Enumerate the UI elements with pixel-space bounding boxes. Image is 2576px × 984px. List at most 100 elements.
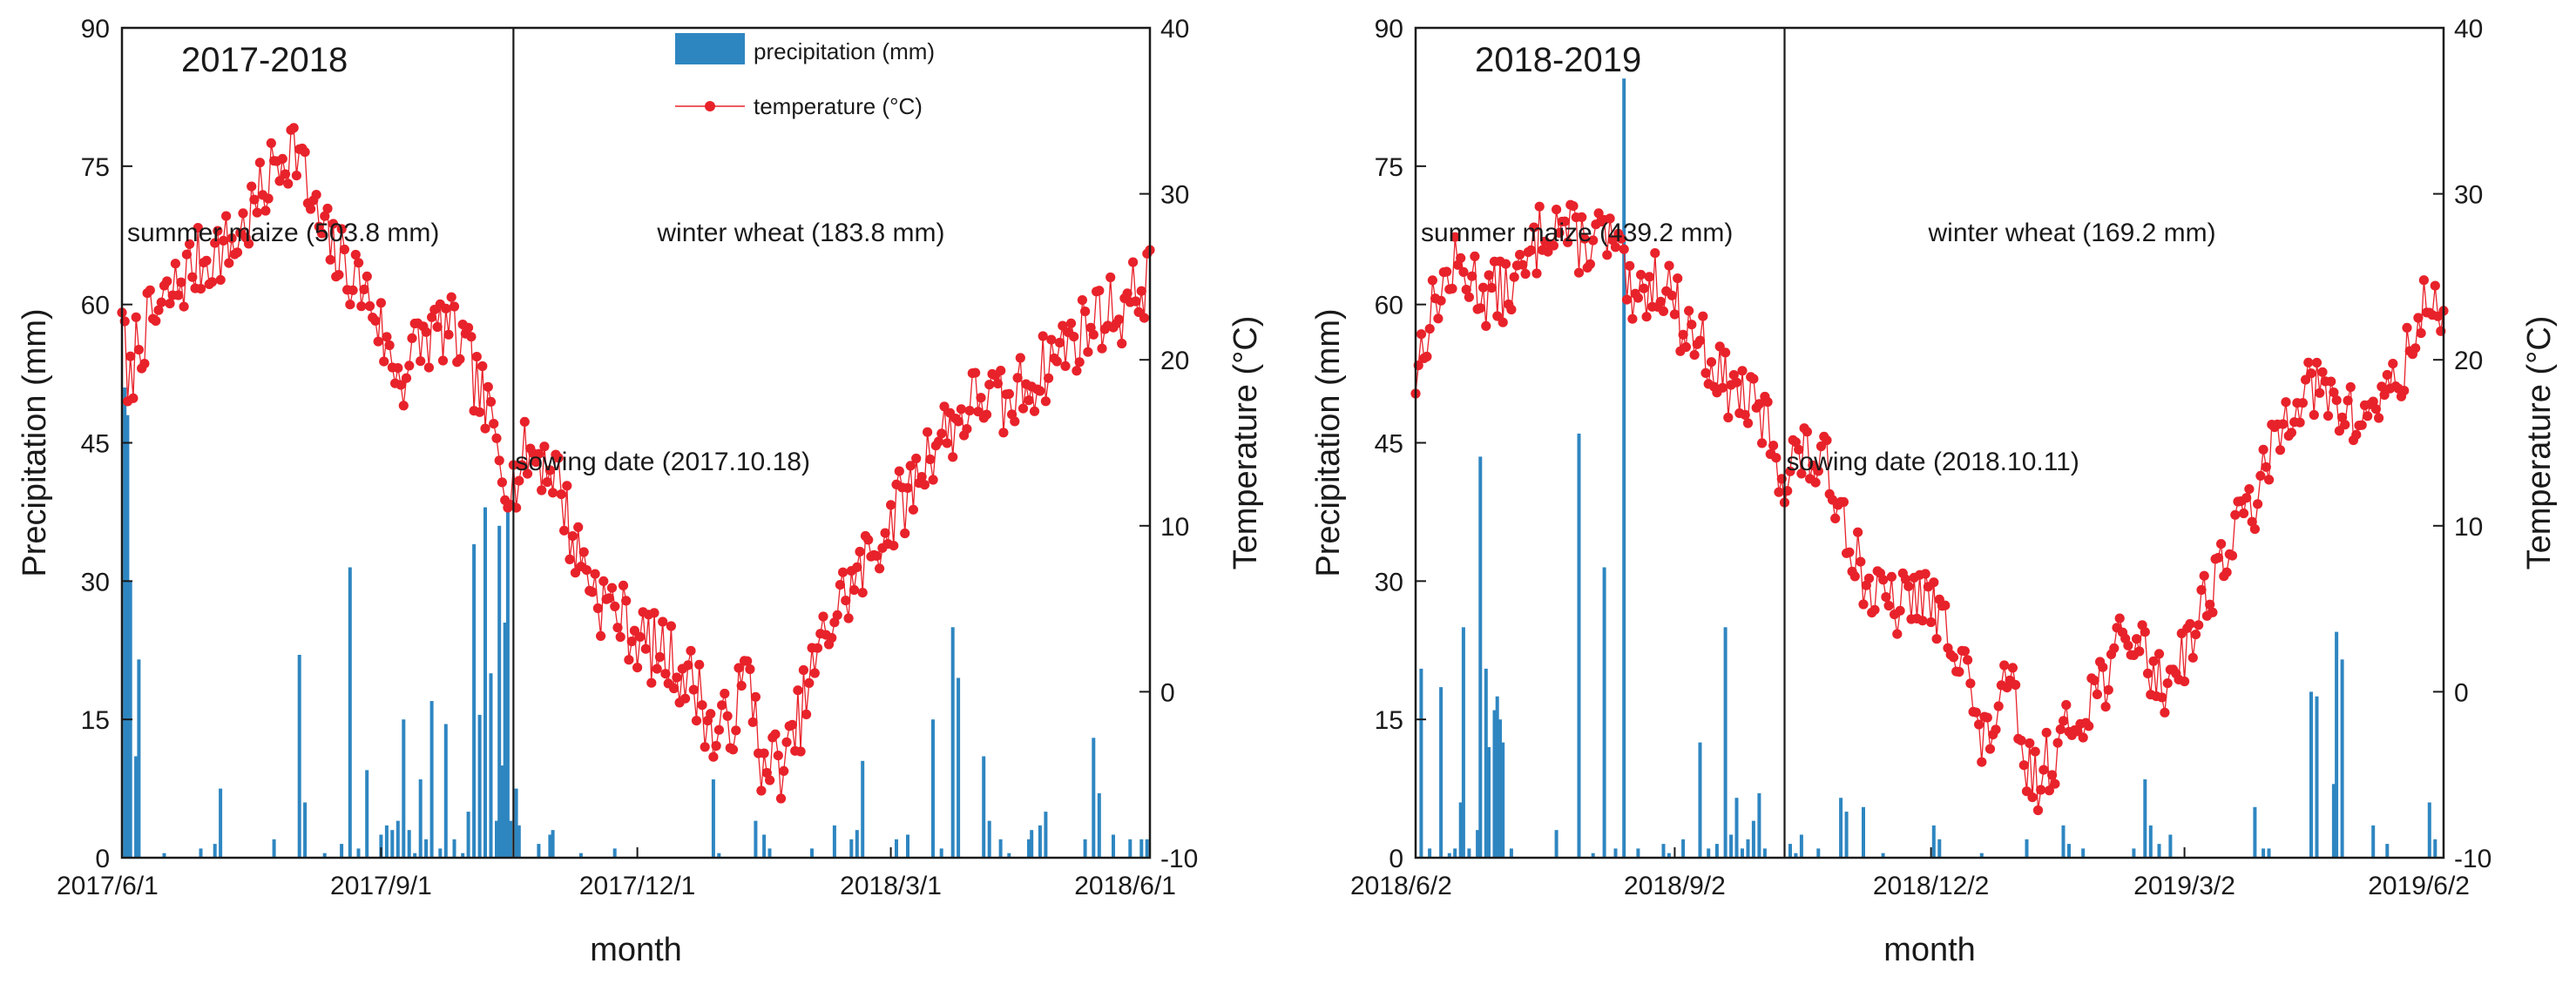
precipitation-bar: [1729, 834, 1734, 858]
temperature-point: [1954, 666, 1964, 677]
temperature-point: [1680, 341, 1691, 353]
temperature-point: [1838, 496, 1849, 508]
temperature-point: [151, 315, 161, 327]
temperature-point: [483, 381, 493, 392]
temperature-point: [1534, 201, 1545, 212]
temperature-point: [2315, 388, 2325, 398]
y2-tick-label: -10: [2454, 845, 2491, 873]
temperature-point: [1593, 208, 1604, 219]
temperature-point: [2345, 381, 2356, 393]
precipitation-bar: [495, 820, 498, 858]
winter-wheat-label: winter wheat (183.8 mm): [656, 219, 944, 247]
plot-frame: [1414, 26, 2445, 859]
precipitation-bar: [2132, 848, 2136, 858]
temperature-point: [1920, 569, 1930, 579]
temperature-point: [900, 528, 910, 539]
temperature-point: [2337, 412, 2348, 422]
temperature-point: [809, 668, 820, 678]
temperature-point: [596, 630, 606, 642]
temperature-point: [254, 158, 265, 168]
precipitation-bar: [272, 839, 276, 858]
temperature-point: [517, 460, 527, 470]
temperature-point: [1790, 437, 1801, 448]
precipitation-bar: [1467, 848, 1471, 858]
precipitation-bar: [1461, 627, 1465, 858]
temperature-point: [2185, 618, 2195, 630]
temperature-point: [1450, 232, 1460, 242]
y2-tick-label: 40: [1160, 15, 1189, 44]
temperature-point: [2430, 280, 2440, 291]
precipitation-bar: [365, 770, 369, 858]
summer-maize-label: summer maize (439.2 mm): [1421, 219, 1733, 247]
temperature-point: [2109, 643, 2120, 654]
precipitation-bar: [1839, 798, 1843, 858]
temperature-point: [855, 546, 865, 557]
temperature-point: [635, 631, 646, 643]
temperature-point: [2030, 746, 2040, 757]
y-tick-label: 15: [1375, 706, 1403, 735]
y-axis-label: Precipitation (mm): [17, 308, 53, 576]
precipitation-bar: [754, 820, 758, 858]
temperature-point: [1416, 329, 1427, 340]
precipitation-bar: [895, 839, 898, 858]
temperature-point: [2363, 411, 2373, 421]
precipitation-bar: [1788, 844, 1792, 858]
temperature-point: [1650, 248, 1660, 259]
temperature-point: [364, 300, 375, 312]
temperature-point: [998, 428, 1009, 438]
temperature-point: [1689, 350, 1700, 361]
temperature-point: [1506, 304, 1517, 315]
temperature-point: [1422, 351, 1432, 362]
temperature-point: [1500, 259, 1511, 269]
temperature-point: [2343, 395, 2353, 406]
precipitation-bar: [1128, 839, 1132, 858]
precipitation-bar: [2309, 691, 2313, 858]
precipitation-bar: [483, 507, 487, 858]
temperature-point: [1484, 270, 1494, 280]
temperature-point: [626, 637, 637, 647]
temperature-point: [375, 298, 386, 308]
temperature-point: [948, 452, 958, 462]
temperature-point: [252, 207, 262, 218]
temperature-point: [1965, 678, 1976, 689]
precipitation-bar: [1757, 792, 1761, 858]
temperature-point: [1498, 317, 1508, 327]
precipitation-bar: [1447, 853, 1451, 858]
temperature-point: [1757, 438, 1768, 448]
x-tick-label: 2018/6/2: [1350, 872, 1452, 900]
precipitation-bar: [1844, 812, 1849, 858]
temperature-point: [133, 345, 144, 355]
temperature-point: [131, 312, 141, 322]
y2-tick-label: 0: [2454, 678, 2469, 707]
temperature-point: [519, 416, 530, 427]
precipitation-bar: [612, 848, 617, 858]
y-tick-label: 15: [81, 706, 110, 735]
temperature-point: [1740, 409, 1750, 420]
temperature-point: [2301, 374, 2311, 385]
temperature-point: [1478, 282, 1489, 293]
temperature-point: [1982, 712, 1992, 723]
precipitation-bar: [1419, 668, 1423, 858]
temperature-point: [615, 631, 625, 643]
temperature-point: [2351, 429, 2362, 440]
precipitation-bar: [982, 756, 986, 858]
temperature-point: [1931, 634, 1942, 644]
temperature-point: [570, 568, 581, 578]
precipitation-bar: [2025, 839, 2029, 858]
precipitation-bar: [1044, 812, 1048, 858]
temperature-point: [916, 472, 927, 482]
temperature-point: [2213, 552, 2223, 563]
temperature-point: [1903, 581, 1914, 591]
temperature-point: [1959, 646, 1970, 657]
y2-tick-label: 40: [2454, 15, 2483, 44]
temperature-point: [919, 480, 930, 490]
precipitation-bar: [1591, 853, 1595, 858]
temperature-point: [283, 179, 294, 189]
temperature-point: [1136, 286, 1146, 296]
precipitation-bar: [762, 834, 767, 858]
temperature-point: [1105, 272, 1116, 283]
precipitation-bar: [379, 834, 383, 858]
temperature-point: [1858, 599, 1869, 610]
precipitation-bar: [452, 839, 456, 858]
temperature-point: [832, 610, 842, 621]
